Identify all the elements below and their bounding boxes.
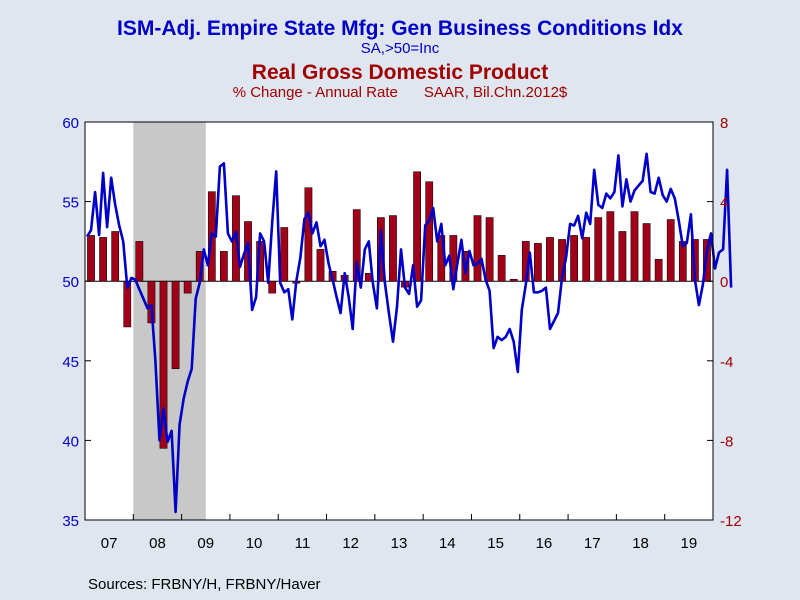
gdp-bar	[485, 217, 494, 282]
chart-subtitle-secondary: % Change - Annual Rate SAAR, Bil.Chn.2012…	[0, 85, 800, 101]
x-axis-label: 14	[439, 535, 456, 552]
gdp-bar	[183, 280, 192, 294]
source-note: Sources: FRBNY/H, FRBNY/Haver	[88, 576, 321, 593]
gdp-bar	[268, 280, 277, 294]
right-axis-label: -4	[720, 354, 733, 371]
gdp-bar	[582, 237, 591, 282]
gdp-bar	[99, 237, 107, 282]
x-axis-label: 15	[487, 535, 504, 552]
right-axis-label: -12	[720, 513, 742, 530]
plot-frame	[84, 121, 714, 521]
gdp-bar	[618, 231, 627, 282]
left-axis-label: 55	[62, 195, 79, 212]
left-axis-label: 35	[62, 513, 79, 530]
gdp-bar	[111, 231, 120, 282]
x-axis-label: 16	[536, 535, 553, 552]
gdp-bar	[654, 259, 663, 282]
right-axis-label: -8	[720, 433, 733, 450]
gdp-bar	[389, 215, 397, 282]
x-axis-label: 18	[632, 535, 649, 552]
gdp-bar	[546, 237, 554, 282]
gdp-bar	[87, 235, 95, 282]
gdp-bar	[159, 280, 168, 449]
gdp-bar	[497, 255, 506, 282]
chart-title-subtitle: SA,>50=Inc	[360, 40, 440, 57]
gdp-bar	[220, 251, 228, 282]
empire-state-line	[85, 152, 733, 514]
left-axis-label: 45	[62, 354, 79, 371]
gdp-bar	[534, 243, 542, 282]
x-axis-label: 12	[342, 535, 359, 552]
gdp-bar	[135, 241, 144, 282]
x-axis-label: 09	[197, 535, 214, 552]
gdp-bar	[570, 235, 578, 282]
gdp-bar	[425, 181, 434, 282]
x-axis-label: 13	[391, 535, 408, 552]
x-axis-label: 07	[101, 535, 118, 552]
gdp-bar	[473, 215, 482, 282]
gdp-bar	[280, 227, 289, 282]
right-axis-label: 4	[720, 195, 728, 212]
subtitle-secondary-right: SAAR, Bil.Chn.2012$	[423, 84, 568, 101]
gdp-bar	[413, 171, 421, 282]
x-axis-label: 08	[149, 535, 166, 552]
gdp-bar	[642, 223, 651, 282]
x-axis-label: 10	[246, 535, 263, 552]
x-axis-label: 17	[584, 535, 601, 552]
gdp-bar	[171, 280, 180, 370]
gdp-bar	[630, 211, 639, 282]
chart-title: ISM-Adj. Empire State Mfg: Gen Business …	[117, 17, 683, 40]
x-axis-label: 19	[681, 535, 698, 552]
gdp-bar	[594, 217, 603, 282]
gdp-bar	[509, 278, 518, 282]
gdp-bar	[666, 219, 675, 282]
gdp-bar	[606, 211, 615, 282]
subtitle-secondary-left: % Change - Annual Rate	[232, 84, 398, 101]
left-axis-label: 50	[62, 274, 79, 291]
left-axis-label: 40	[62, 433, 79, 450]
right-axis-label: 0	[720, 274, 728, 291]
left-axis-label: 60	[62, 115, 79, 132]
chart-title-secondary: Real Gross Domestic Product	[251, 61, 549, 84]
right-axis-label: 8	[720, 115, 728, 132]
gdp-bar	[316, 249, 325, 282]
x-axis-label: 11	[295, 535, 311, 552]
gdp-bar	[304, 187, 313, 282]
